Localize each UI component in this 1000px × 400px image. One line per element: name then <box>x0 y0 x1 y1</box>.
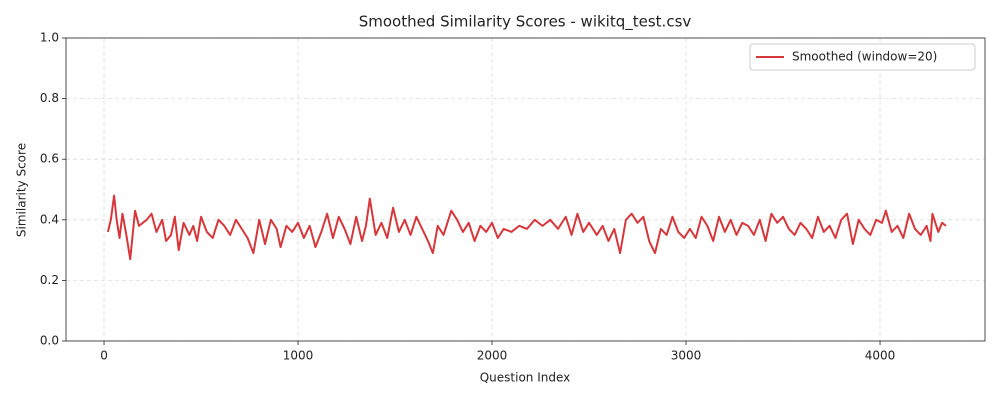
y-tick-label: 0.6 <box>40 152 59 166</box>
y-tick-label: 0.0 <box>40 334 59 348</box>
y-tick-label: 1.0 <box>40 31 59 45</box>
legend-box <box>749 43 976 71</box>
y-axis-label: Similarity Score <box>15 143 29 237</box>
y-tick-label: 0.8 <box>40 91 59 105</box>
chart-title: Smoothed Similarity Scores - wikitq_test… <box>359 13 692 32</box>
x-axis-label: Question Index <box>480 371 571 385</box>
x-tick-label: 3000 <box>671 349 702 363</box>
y-tick-label: 0.2 <box>40 273 59 287</box>
x-tick-label: 0 <box>100 349 108 363</box>
x-tick-label: 1000 <box>283 349 314 363</box>
x-tick-label: 2000 <box>477 349 508 363</box>
data-line <box>106 194 947 261</box>
y-tick-label: 0.4 <box>40 212 59 226</box>
x-tick-label: 4000 <box>865 349 896 363</box>
legend-label: Smoothed (window=20) <box>792 50 937 64</box>
plot-frame <box>65 37 986 342</box>
